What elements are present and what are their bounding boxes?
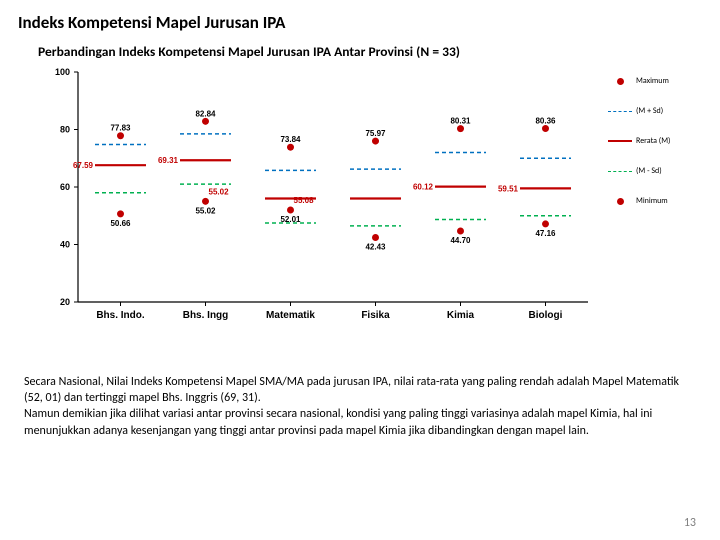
chart-title: Perbandingan Indeks Kompetensi Mapel Jur…: [38, 43, 702, 60]
svg-text:50.66: 50.66: [110, 219, 131, 228]
legend-item-mminus: (M - Sd): [608, 156, 698, 186]
legend-label: Rerata (M): [636, 136, 670, 146]
svg-text:Fisika: Fisika: [361, 310, 390, 321]
svg-text:44.70: 44.70: [450, 236, 471, 245]
chart-svg: 20 40 60 80 100 Bhs. Indo. Bhs. Ingg Matematik F…: [38, 66, 598, 348]
body-paragraph-1: Secara Nasional, Nilai Indeks Kompetensi…: [24, 374, 696, 406]
svg-text:60.12: 60.12: [413, 183, 434, 192]
page-title: Indeks Kompetensi Mapel Jurusan IPA: [18, 12, 702, 33]
body-text: Secara Nasional, Nilai Indeks Kompetensi…: [18, 374, 702, 439]
legend-item-max: Maximum: [608, 66, 698, 96]
svg-text:Biologi: Biologi: [529, 310, 563, 321]
svg-text:Bhs. Ingg: Bhs. Ingg: [183, 310, 229, 321]
svg-text:80.36: 80.36: [535, 116, 556, 125]
svg-text:82.84: 82.84: [195, 109, 216, 118]
svg-text:40: 40: [60, 240, 70, 250]
legend-label: (M + Sd): [636, 106, 663, 116]
svg-text:Kimia: Kimia: [447, 310, 475, 321]
svg-text:55.02: 55.02: [195, 206, 216, 215]
chart-area: 20 40 60 80 100 Bhs. Indo. Bhs. Ingg Matematik F…: [38, 66, 698, 346]
svg-text:80.31: 80.31: [450, 117, 471, 126]
svg-text:20: 20: [60, 297, 70, 307]
svg-text:Matematik: Matematik: [266, 310, 315, 321]
svg-text:47.16: 47.16: [535, 229, 556, 238]
svg-text:75.97: 75.97: [365, 129, 386, 138]
svg-text:55.08: 55.08: [294, 196, 315, 205]
svg-text:80: 80: [60, 125, 70, 135]
svg-text:55.02: 55.02: [209, 187, 230, 196]
legend-label: Minimum: [636, 196, 668, 206]
svg-text:52.01: 52.01: [280, 215, 301, 224]
legend-line-mean: [608, 140, 632, 142]
svg-text:69.31: 69.31: [158, 156, 179, 165]
legend-dot-max: [617, 78, 624, 85]
svg-text:100: 100: [55, 67, 70, 77]
svg-text:77.83: 77.83: [110, 124, 131, 133]
legend-item-mplus: (M + Sd): [608, 96, 698, 126]
legend-label: Maximum: [636, 76, 669, 86]
svg-text:67.59: 67.59: [73, 161, 94, 170]
legend-dot-min: [617, 198, 624, 205]
legend-line-mplus: [608, 111, 632, 112]
body-paragraph-2: Namun demikian jika dilihat variasi anta…: [24, 406, 696, 438]
page-number: 13: [684, 516, 696, 530]
svg-text:Bhs. Indo.: Bhs. Indo.: [96, 310, 145, 321]
svg-text:42.43: 42.43: [365, 243, 386, 252]
svg-text:60: 60: [60, 182, 70, 192]
legend-line-mminus: [608, 171, 632, 172]
legend-item-min: Minimum: [608, 186, 698, 216]
legend-item-mean: Rerata (M): [608, 126, 698, 156]
legend-label: (M - Sd): [636, 166, 662, 176]
svg-text:73.84: 73.84: [280, 135, 301, 144]
svg-text:59.51: 59.51: [498, 184, 519, 193]
legend: Maximum (M + Sd) Rerata (M) (M - Sd) Min…: [608, 66, 698, 216]
